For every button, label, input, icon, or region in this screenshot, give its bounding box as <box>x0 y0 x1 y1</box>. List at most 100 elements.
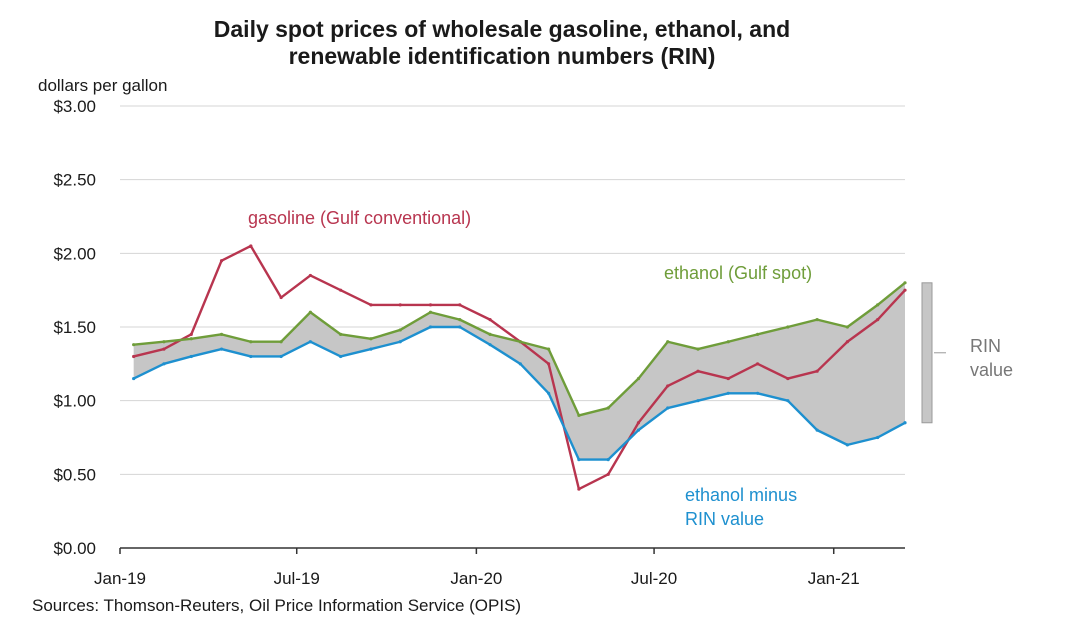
data-point <box>132 343 136 347</box>
data-point <box>845 325 849 329</box>
annotation-label: value <box>970 360 1013 380</box>
data-point <box>547 391 551 395</box>
data-point <box>606 406 610 410</box>
data-point <box>162 362 166 366</box>
data-point <box>876 303 880 307</box>
data-point <box>132 376 136 381</box>
y-tick-label: $0.50 <box>53 465 96 484</box>
y-axis-units-label: dollars per gallon <box>38 76 168 95</box>
data-point <box>219 347 224 351</box>
rin-value-fill <box>133 282 905 460</box>
data-point <box>726 376 730 381</box>
annotation-label: RIN value <box>685 509 764 529</box>
series-lines <box>132 244 907 491</box>
data-point <box>696 369 700 373</box>
x-tick-label: Jan-19 <box>94 569 146 588</box>
x-tick-label: Jan-21 <box>808 569 860 588</box>
data-point <box>488 318 492 322</box>
data-point <box>636 376 641 381</box>
data-point <box>279 295 283 300</box>
data-point <box>369 303 373 307</box>
data-point <box>132 354 136 359</box>
data-point <box>903 421 907 425</box>
data-point <box>606 472 610 476</box>
data-point <box>428 310 433 314</box>
annotation-label: ethanol minus <box>685 485 797 505</box>
data-point <box>577 413 581 417</box>
data-point <box>666 384 670 388</box>
annotation-label: ethanol (Gulf spot) <box>664 263 812 283</box>
chart-title-line-1: Daily spot prices of wholesale gasoline,… <box>213 16 791 42</box>
data-point <box>876 435 880 440</box>
data-point <box>488 343 492 347</box>
grid-lines <box>120 105 905 475</box>
data-point <box>249 340 253 344</box>
data-point <box>398 303 402 307</box>
data-point <box>876 318 880 322</box>
data-point <box>162 340 166 344</box>
x-tick-label: Jul-20 <box>631 569 677 588</box>
data-point <box>308 273 312 278</box>
data-point <box>279 340 283 344</box>
data-point <box>249 244 253 248</box>
data-point <box>755 391 760 395</box>
axes <box>119 547 905 554</box>
data-point <box>249 354 253 359</box>
data-point <box>339 354 343 359</box>
annotation-label: gasoline (Gulf conventional) <box>248 208 471 228</box>
y-tick-label: $1.50 <box>53 318 96 337</box>
chart-title: Daily spot prices of wholesale gasoline,… <box>52 16 952 70</box>
data-point <box>518 362 522 366</box>
data-point <box>786 399 790 403</box>
data-point <box>398 340 402 344</box>
x-tick-label: Jan-20 <box>450 569 502 588</box>
x-tick-label: Jul-19 <box>274 569 320 588</box>
source-note: Sources: Thomson-Reuters, Oil Price Info… <box>32 596 522 615</box>
data-point <box>903 288 907 292</box>
y-tick-label: $1.00 <box>53 392 96 411</box>
annotation-label: RIN <box>970 336 1001 356</box>
annotations: gasoline (Gulf conventional) ethanol (Gul… <box>248 208 1013 529</box>
y-tick-label: $2.00 <box>53 244 96 263</box>
data-point <box>845 443 849 447</box>
data-point <box>458 303 462 307</box>
data-point <box>308 310 312 314</box>
data-point <box>488 332 492 336</box>
y-tick-label: $0.00 <box>53 539 96 558</box>
data-point <box>308 340 312 344</box>
data-point <box>279 354 283 359</box>
data-point <box>428 325 433 329</box>
data-point <box>339 332 343 336</box>
chart-title-line-2: renewable identification numbers (RIN) <box>288 43 716 69</box>
data-point <box>162 347 166 351</box>
data-point <box>518 340 522 344</box>
data-point <box>189 332 193 336</box>
data-point <box>577 458 581 462</box>
data-point <box>845 340 849 344</box>
rin-value-area <box>133 282 905 460</box>
y-tick-label: $2.50 <box>53 171 96 190</box>
data-point <box>786 376 790 381</box>
tick-labels: $0.00 $0.50 $1.00 $1.50 $2.00 $2.50 $3.00 Jan-1… <box>53 97 859 588</box>
data-point <box>815 369 819 373</box>
data-point <box>458 318 462 322</box>
data-point <box>815 318 819 322</box>
data-point <box>339 288 343 292</box>
data-point <box>189 354 193 359</box>
data-point <box>636 421 641 425</box>
data-point <box>398 328 402 332</box>
data-point <box>369 347 373 351</box>
data-point <box>547 347 551 351</box>
data-point <box>636 428 641 432</box>
data-point <box>219 332 224 336</box>
data-point <box>428 303 433 307</box>
data-point <box>726 340 730 344</box>
data-point <box>666 406 670 410</box>
data-point <box>577 487 581 491</box>
rin-bracket <box>921 282 933 424</box>
data-point <box>458 325 462 329</box>
data-point <box>726 391 730 395</box>
y-tick-label: $3.00 <box>53 97 96 116</box>
data-point <box>369 337 373 341</box>
